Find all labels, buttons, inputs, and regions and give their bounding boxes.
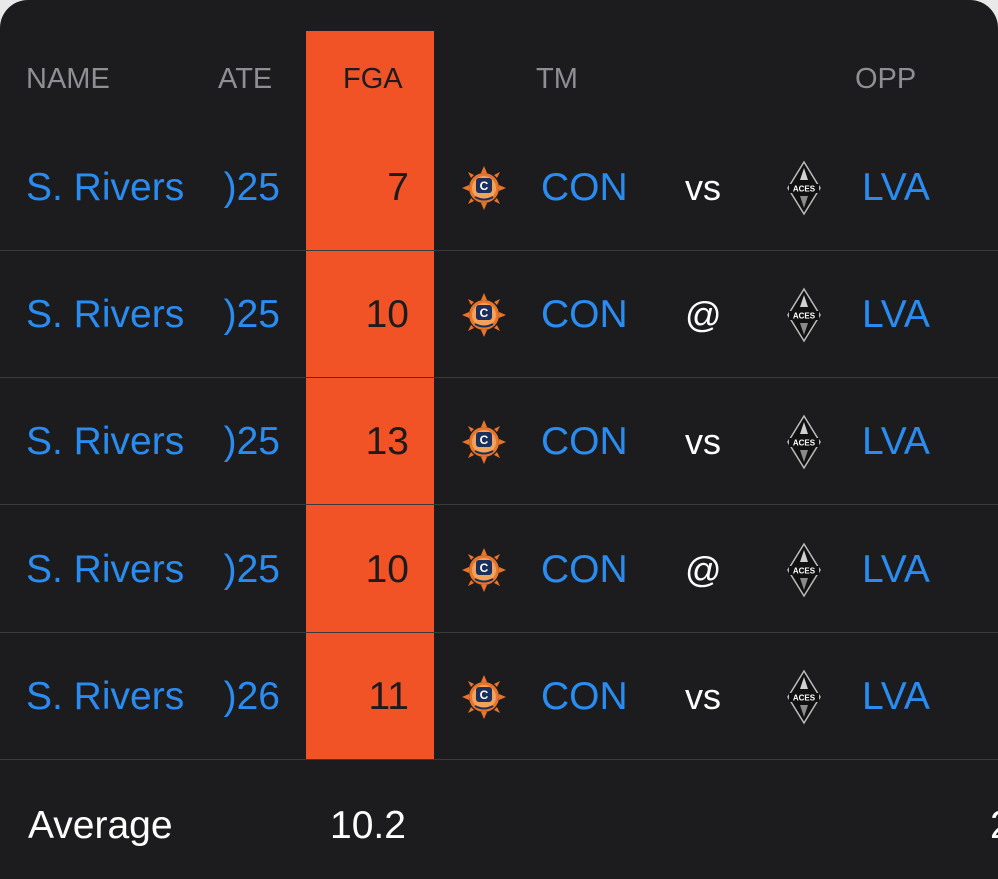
average-truncated-value: 2 bbox=[990, 800, 998, 852]
team-link[interactable]: CON bbox=[541, 420, 628, 463]
fga-value: 7 bbox=[387, 166, 409, 209]
fga-value: 13 bbox=[365, 420, 409, 463]
table-row[interactable]: S. Rivers )25 10 C CON @ bbox=[0, 251, 998, 378]
las-vegas-aces-logo-icon: ACES bbox=[787, 542, 821, 598]
player-name-link[interactable]: S. Rivers bbox=[26, 293, 185, 336]
svg-text:ACES: ACES bbox=[793, 439, 816, 448]
player-name-link[interactable]: S. Rivers bbox=[26, 420, 185, 463]
game-date-cell: )25 bbox=[218, 251, 284, 378]
svg-text:ACES: ACES bbox=[793, 694, 816, 703]
header-team[interactable]: TM bbox=[536, 63, 578, 95]
header-name[interactable]: NAME bbox=[26, 63, 110, 95]
opponent-link[interactable]: LVA bbox=[862, 675, 930, 718]
team-link[interactable]: CON bbox=[541, 166, 628, 209]
row-divider bbox=[0, 250, 998, 251]
las-vegas-aces-logo-icon: ACES bbox=[787, 160, 821, 216]
table-row[interactable]: S. Rivers )25 13 C CON vs bbox=[0, 378, 998, 505]
game-date-cell: )25 bbox=[218, 124, 284, 251]
svg-text:C: C bbox=[480, 433, 489, 447]
game-date-cell: )26 bbox=[218, 633, 284, 760]
connecticut-sun-logo-icon: C bbox=[462, 293, 506, 337]
game-date: )25 bbox=[223, 166, 280, 209]
game-date: )25 bbox=[223, 548, 280, 591]
header-opponent[interactable]: OPP bbox=[855, 63, 917, 95]
opponent-link[interactable]: LVA bbox=[862, 548, 930, 591]
game-date: )25 bbox=[223, 293, 280, 336]
opponent-link[interactable]: LVA bbox=[862, 166, 930, 209]
header-date[interactable]: ATE bbox=[218, 63, 273, 95]
row-divider bbox=[0, 632, 998, 633]
home-away-indicator: @ bbox=[685, 294, 722, 335]
svg-text:ACES: ACES bbox=[793, 312, 816, 321]
team-link[interactable]: CON bbox=[541, 293, 628, 336]
home-away-indicator: vs bbox=[685, 421, 721, 462]
table-row[interactable]: S. Rivers )25 7 C CON vs bbox=[0, 124, 998, 251]
svg-text:ACES: ACES bbox=[793, 567, 816, 576]
home-away-indicator: @ bbox=[685, 549, 722, 590]
game-date-cell: )25 bbox=[218, 378, 284, 505]
fga-value: 10 bbox=[365, 293, 409, 336]
fga-value: 11 bbox=[368, 675, 410, 718]
row-divider bbox=[0, 377, 998, 378]
game-date: )25 bbox=[223, 420, 280, 463]
team-link[interactable]: CON bbox=[541, 548, 628, 591]
game-date: )26 bbox=[223, 675, 280, 718]
las-vegas-aces-logo-icon: ACES bbox=[787, 414, 821, 470]
svg-text:C: C bbox=[480, 306, 489, 320]
average-fga: 10.2 bbox=[330, 804, 406, 847]
player-name-link[interactable]: S. Rivers bbox=[26, 675, 185, 718]
home-away-indicator: vs bbox=[685, 676, 721, 717]
player-name-link[interactable]: S. Rivers bbox=[26, 548, 185, 591]
las-vegas-aces-logo-icon: ACES bbox=[787, 287, 821, 343]
fga-column-highlight bbox=[306, 31, 434, 759]
connecticut-sun-logo-icon: C bbox=[462, 675, 506, 719]
svg-text:C: C bbox=[480, 688, 489, 702]
svg-text:C: C bbox=[480, 179, 489, 193]
fga-value: 10 bbox=[365, 548, 409, 591]
team-link[interactable]: CON bbox=[541, 675, 628, 718]
connecticut-sun-logo-icon: C bbox=[462, 548, 506, 592]
table-row[interactable]: S. Rivers )26 11 C CON vs bbox=[0, 633, 998, 760]
row-divider bbox=[0, 504, 998, 505]
svg-text:C: C bbox=[480, 561, 489, 575]
row-divider bbox=[0, 759, 998, 760]
connecticut-sun-logo-icon: C bbox=[462, 420, 506, 464]
opponent-link[interactable]: LVA bbox=[862, 420, 930, 463]
connecticut-sun-logo-icon: C bbox=[462, 166, 506, 210]
table-row[interactable]: S. Rivers )25 10 C CON @ bbox=[0, 506, 998, 633]
home-away-indicator: vs bbox=[685, 167, 721, 208]
svg-text:ACES: ACES bbox=[793, 185, 816, 194]
player-name-link[interactable]: S. Rivers bbox=[26, 166, 185, 209]
average-label: Average bbox=[28, 804, 173, 847]
opponent-link[interactable]: LVA bbox=[862, 293, 930, 336]
las-vegas-aces-logo-icon: ACES bbox=[787, 669, 821, 725]
header-fga[interactable]: FGA bbox=[343, 63, 403, 95]
game-date-cell: )25 bbox=[218, 506, 284, 633]
